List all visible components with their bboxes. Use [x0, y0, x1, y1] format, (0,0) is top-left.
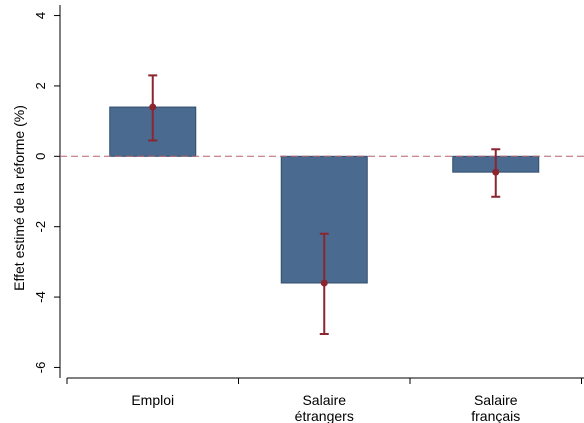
x-category-label: Salaire: [302, 392, 346, 408]
point-estimate: [320, 279, 328, 287]
y-axis-title: Effet estimé de la réforme (%): [11, 105, 27, 291]
y-tick-label: -2: [33, 221, 48, 233]
x-category-label: français: [471, 408, 520, 423]
y-tick-label: 4: [33, 12, 48, 19]
point-estimate: [492, 168, 500, 176]
y-tick-label: 2: [33, 82, 48, 89]
x-category-label: étrangers: [295, 408, 354, 423]
x-category-label: Emploi: [131, 392, 174, 408]
y-tick-label: -4: [33, 291, 48, 303]
point-estimate: [149, 103, 157, 111]
y-tick-label: 0: [33, 153, 48, 160]
y-tick-label: -6: [33, 362, 48, 374]
x-category-label: Salaire: [474, 392, 518, 408]
